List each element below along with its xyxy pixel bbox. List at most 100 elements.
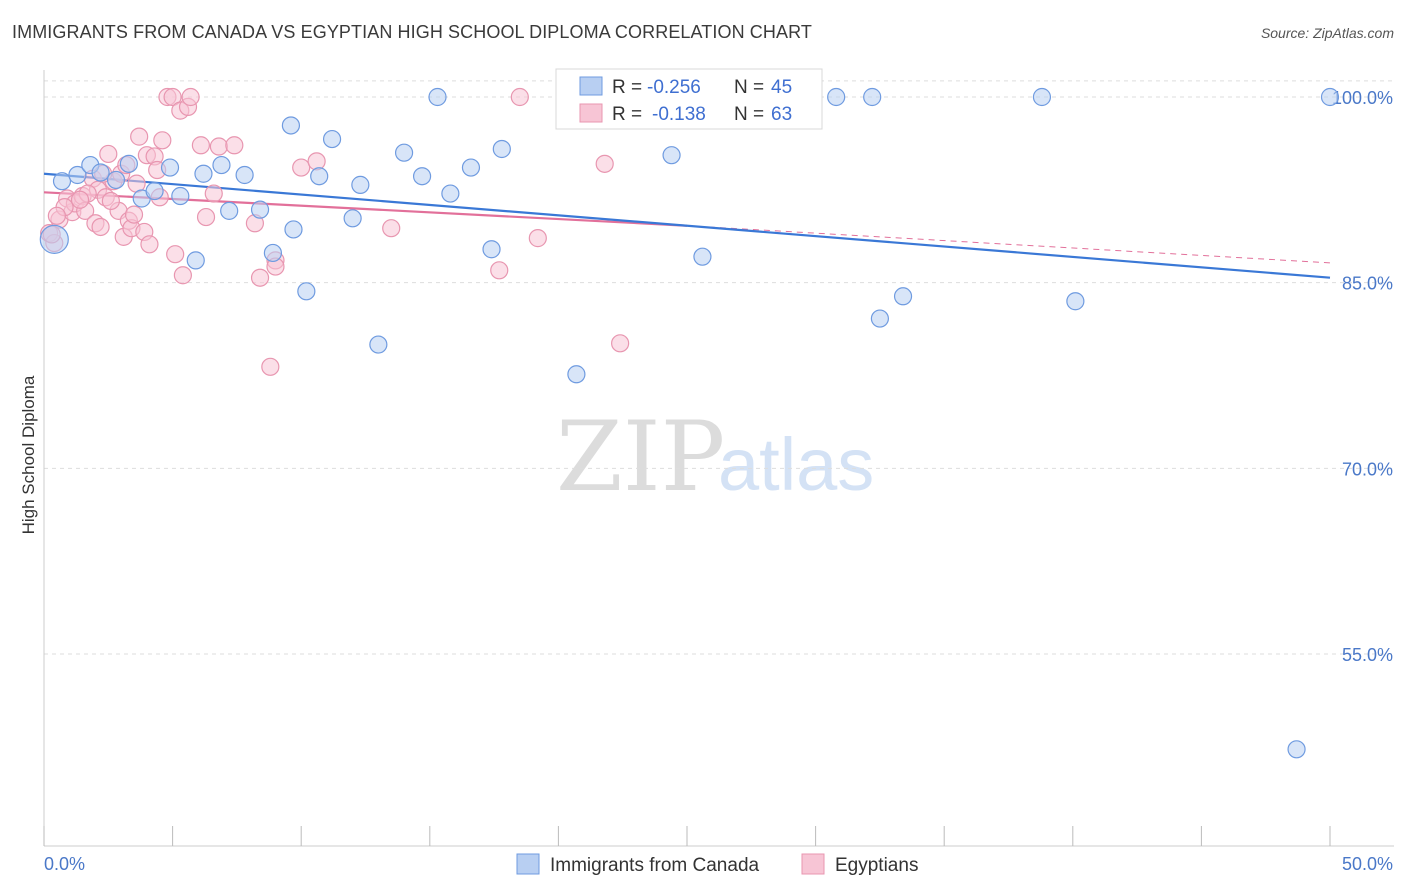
watermark-atlas: atlas — [718, 423, 874, 506]
point-canada-39 — [893, 287, 913, 306]
legend-n-label-1: N = — [734, 77, 764, 98]
point-canada-18 — [281, 116, 301, 135]
legend-r-label-2: R = — [612, 104, 642, 125]
point-egyptians-40 — [204, 184, 223, 203]
point-egyptians-49 — [307, 152, 326, 171]
point-canada-35 — [693, 247, 712, 266]
point-canada-33 — [567, 365, 586, 384]
point-canada-26 — [394, 143, 414, 162]
point-egyptians-42 — [225, 136, 244, 155]
point-canada-23 — [343, 209, 362, 228]
point-canada-44 — [1287, 740, 1306, 759]
point-canada-5 — [106, 170, 126, 190]
point-canada-10 — [171, 186, 190, 206]
legend-n-value-1: 45 — [771, 77, 792, 98]
watermark-zip: ZIP — [556, 401, 725, 513]
series-legend: Immigrants from Canada Egyptians — [516, 853, 918, 876]
point-canada-14 — [220, 201, 239, 220]
y-tick-labels: 55.0% 70.0% 85.0% 100.0% — [1332, 88, 1393, 665]
point-canada-16 — [250, 200, 270, 219]
point-egyptians-62 — [47, 206, 66, 225]
point-egyptians-26 — [140, 235, 159, 254]
point-egyptians-37 — [181, 87, 200, 107]
point-canada-25 — [369, 335, 388, 354]
y-tick-label-2: 85.0% — [1342, 274, 1393, 294]
point-canada-20 — [297, 282, 316, 301]
point-egyptians-61 — [70, 190, 90, 209]
axes — [43, 70, 1394, 847]
point-canada-12 — [194, 164, 213, 183]
bottom-legend-swatch-canada — [516, 853, 540, 875]
point-canada-2 — [68, 165, 87, 185]
point-egyptians-60 — [101, 191, 120, 211]
point-canada-1 — [52, 172, 72, 191]
point-egyptians-48 — [292, 158, 311, 177]
series-canada — [39, 85, 1340, 759]
point-egyptians-11 — [91, 217, 110, 237]
trend-line-egyptians-extension — [686, 225, 1331, 264]
point-egyptians-33 — [166, 245, 185, 264]
point-canada-40 — [1032, 87, 1052, 107]
point-egyptians-35 — [173, 266, 192, 285]
point-canada-34 — [662, 146, 681, 165]
x-tick-label-1: 50.0% — [1342, 854, 1393, 874]
point-canada-22 — [322, 129, 342, 149]
point-canada-29 — [441, 184, 460, 203]
trend-line-canada — [43, 172, 1331, 279]
x-tick-label-0: 0.0% — [44, 854, 85, 874]
legend-r-value-2: -0.138 — [652, 104, 706, 125]
point-egyptians-21 — [124, 205, 144, 224]
stats-legend: R = -0.256 N = 45 R = -0.138 N = 63 — [555, 68, 823, 130]
point-canada-42 — [1320, 87, 1340, 107]
point-canada-31 — [482, 240, 501, 259]
y-tick-label-3: 100.0% — [1332, 88, 1393, 108]
trend-lines — [43, 172, 1331, 279]
point-egyptians-53 — [528, 229, 547, 248]
point-egyptians-54 — [595, 154, 614, 173]
legend-r-label-1: R = — [612, 77, 642, 98]
point-canada-0 — [39, 224, 69, 254]
point-egyptians-51 — [490, 261, 509, 280]
y-tick-label-0: 55.0% — [1342, 645, 1393, 665]
point-egyptians-30 — [153, 131, 172, 150]
y-tick-label-1: 70.0% — [1342, 459, 1393, 479]
x-tick-labels: 0.0% 50.0% — [44, 854, 1393, 874]
point-egyptians-39 — [196, 207, 216, 227]
point-canada-37 — [863, 87, 882, 107]
bottom-legend-swatch-egyptians — [801, 853, 825, 875]
legend-n-value-2: 63 — [771, 104, 792, 125]
y-axis-label: High School Diploma — [19, 375, 38, 534]
point-canada-17 — [263, 243, 283, 263]
chart-title: IMMIGRANTS FROM CANADA VS EGYPTIAN HIGH … — [12, 22, 812, 42]
bottom-legend-label-canada: Immigrants from Canada — [550, 855, 760, 876]
bottom-legend-label-egyptians: Egyptians — [835, 855, 918, 876]
point-canada-36 — [827, 87, 846, 107]
point-egyptians-23 — [130, 127, 149, 146]
point-canada-32 — [492, 139, 511, 159]
point-canada-6 — [119, 154, 138, 173]
point-egyptians-50 — [382, 219, 401, 238]
point-egyptians-32 — [163, 87, 182, 107]
point-canada-13 — [212, 155, 231, 175]
point-canada-9 — [160, 158, 180, 177]
point-egyptians-52 — [510, 87, 529, 107]
point-egyptians-55 — [611, 334, 630, 353]
point-egyptians-45 — [261, 357, 280, 376]
point-canada-11 — [186, 251, 205, 270]
point-canada-19 — [284, 220, 303, 239]
point-canada-15 — [235, 165, 254, 185]
point-egyptians-41 — [209, 137, 228, 156]
point-egyptians-44 — [250, 268, 270, 287]
series-egyptians — [40, 87, 630, 376]
point-canada-21 — [310, 167, 329, 186]
point-canada-38 — [870, 309, 890, 328]
point-egyptians-38 — [191, 136, 210, 155]
point-canada-28 — [428, 87, 447, 107]
point-egyptians-13 — [99, 144, 118, 164]
point-canada-41 — [1066, 292, 1085, 311]
point-canada-4 — [91, 163, 110, 182]
legend-n-label-2: N = — [734, 104, 764, 125]
point-canada-30 — [461, 158, 481, 177]
legend-swatch-egyptians — [579, 103, 603, 123]
